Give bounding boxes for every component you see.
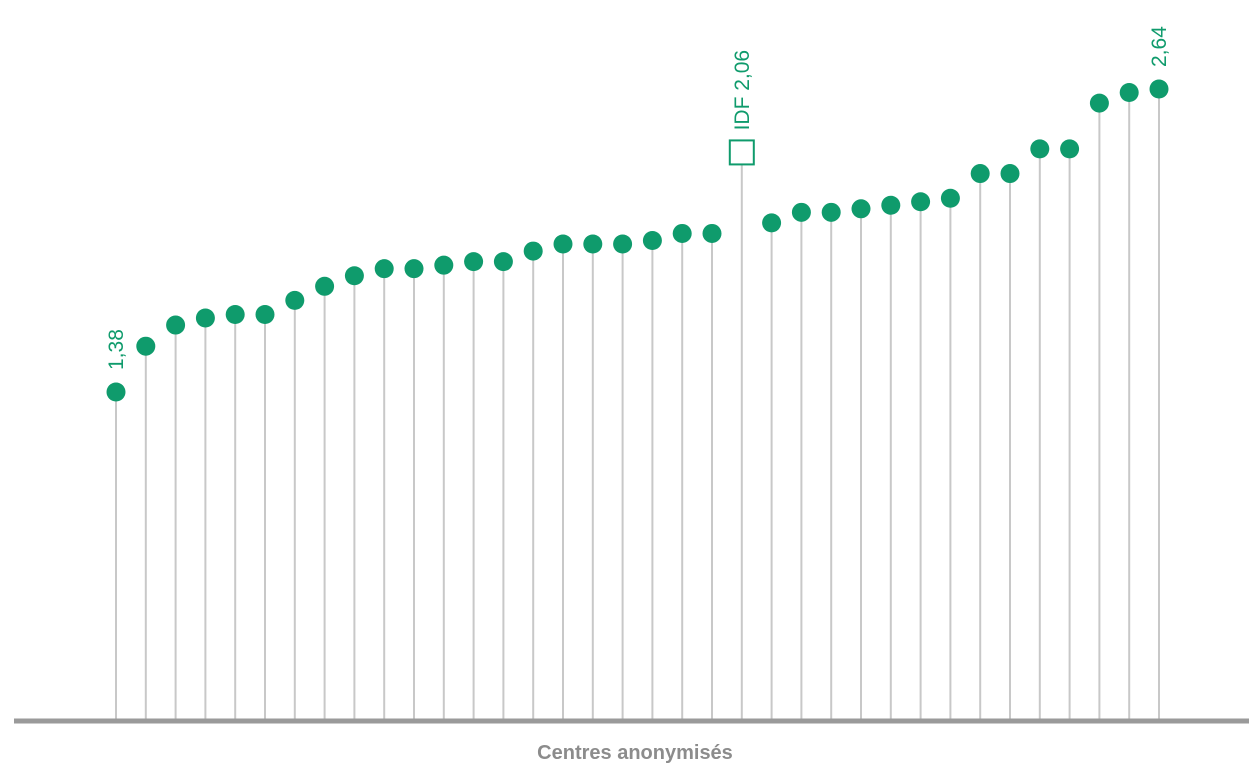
point-27 <box>911 192 931 212</box>
point-14 <box>523 241 543 261</box>
point-10 <box>404 259 424 279</box>
point-11 <box>434 255 454 275</box>
point-30 <box>1000 164 1020 184</box>
point-29 <box>970 164 990 184</box>
point-17 <box>613 234 633 254</box>
point-26 <box>881 195 901 215</box>
point-1 <box>136 336 156 356</box>
point-9 <box>374 259 394 279</box>
point-18 <box>642 231 662 250</box>
point-6 <box>285 290 305 310</box>
point-35 <box>1149 79 1169 99</box>
point-16 <box>583 234 603 254</box>
point-20 <box>702 223 722 243</box>
highlight-square-21 <box>728 139 755 166</box>
point-23 <box>791 202 811 222</box>
annotations-group: 1,38 IDF 2,06 2,64 <box>105 26 1171 370</box>
point-25 <box>851 199 871 219</box>
point-12 <box>464 252 484 272</box>
point-7 <box>315 276 335 296</box>
point-3 <box>195 308 215 328</box>
point-4 <box>225 304 245 324</box>
point-34 <box>1119 83 1139 103</box>
point-15 <box>553 234 573 254</box>
point-22 <box>762 213 782 233</box>
point-0 <box>106 382 126 402</box>
point-32 <box>1060 139 1080 159</box>
point-31 <box>1030 139 1050 159</box>
point-5 <box>255 304 275 324</box>
point-2 <box>166 315 186 335</box>
point-8 <box>344 266 364 286</box>
stems-group <box>115 89 1160 719</box>
annotation-1: IDF 2,06 <box>731 50 754 131</box>
x-axis-label: Centres anonymisés <box>537 742 733 764</box>
point-33 <box>1089 93 1109 113</box>
point-24 <box>821 202 841 222</box>
point-13 <box>493 252 513 272</box>
annotation-2: 2,64 <box>1148 26 1171 67</box>
points-group <box>106 79 1169 402</box>
point-28 <box>940 188 960 208</box>
point-19 <box>672 223 692 243</box>
annotation-0: 1,38 <box>105 329 128 370</box>
